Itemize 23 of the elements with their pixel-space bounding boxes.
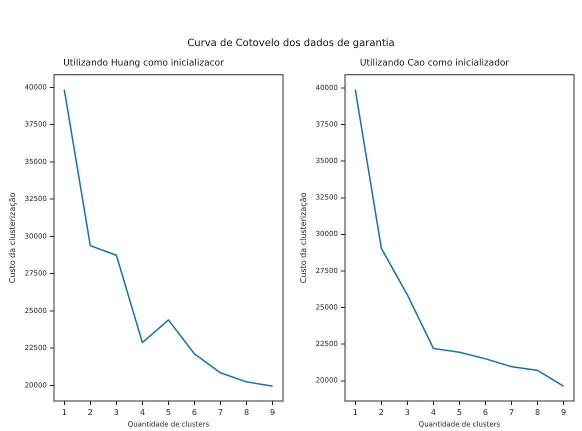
x-tick-label: 4 [430,408,436,417]
x-tick-label: 6 [192,408,198,417]
x-tick-label: 4 [140,408,145,417]
x-tick-label: 7 [508,408,514,417]
x-tick-label: 9 [561,408,566,417]
x-tick-label: 5 [166,408,171,417]
x-tick-label: 6 [482,408,488,417]
x-tick-label: 2 [378,408,384,417]
x-tick-label: 3 [114,408,119,417]
text: Curva de Cotovelo dos dados de garantia [186,38,396,49]
x-tick-label: 1 [352,408,358,417]
x-tick-label: 8 [244,408,250,417]
x-tick-label: 5 [456,408,462,417]
x-tick-label: 3 [404,408,410,417]
x-tick-label: 8 [535,408,540,417]
x-tick-label: 7 [218,408,224,417]
chart-title: Utilizando Cao como inicializador [360,58,510,69]
chart-title: Utilizando Huang como inicializacor [63,58,224,69]
y-axis-title: Custo da clusterização [298,192,308,284]
y-axis-title: Custo da clusterização [8,192,17,284]
x-tick-label: 1 [62,408,67,417]
x-tick-label: 9 [270,408,276,417]
x-tick-label: 2 [88,408,93,417]
